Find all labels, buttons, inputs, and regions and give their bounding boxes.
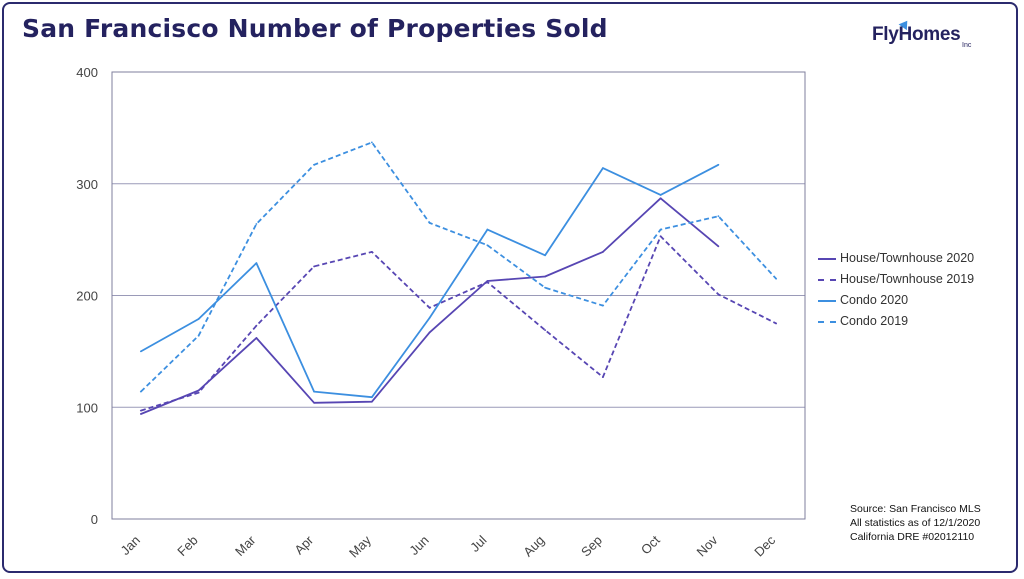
data-point bbox=[370, 251, 373, 253]
data-point bbox=[775, 322, 778, 325]
legend-item: Condo 2020 bbox=[818, 290, 974, 311]
data-point bbox=[197, 318, 200, 320]
legend-label: House/Townhouse 2019 bbox=[840, 272, 975, 286]
data-point bbox=[428, 306, 431, 309]
data-point bbox=[601, 251, 604, 253]
plot-area-border bbox=[111, 71, 806, 520]
data-point bbox=[197, 334, 200, 337]
data-point bbox=[486, 281, 489, 283]
data-point bbox=[428, 331, 431, 334]
data-point bbox=[601, 167, 604, 170]
source-line: Source: San Francisco MLS bbox=[850, 503, 981, 515]
data-point bbox=[313, 163, 316, 166]
legend-swatch bbox=[818, 258, 836, 260]
data-point bbox=[255, 324, 258, 327]
data-point bbox=[428, 316, 431, 319]
y-tick-label: 400 bbox=[76, 65, 98, 80]
series-path bbox=[140, 235, 777, 412]
series-line bbox=[139, 141, 778, 393]
chart-frame bbox=[2, 2, 1018, 573]
data-point bbox=[717, 293, 720, 296]
data-point bbox=[659, 197, 662, 200]
series-path bbox=[140, 164, 719, 399]
legend-label: Condo 2019 bbox=[840, 314, 909, 328]
brand-suffix: Inc bbox=[962, 42, 972, 49]
legend-label: Condo 2020 bbox=[840, 293, 909, 307]
data-point bbox=[139, 350, 142, 353]
series-line bbox=[139, 163, 720, 399]
data-point bbox=[544, 275, 547, 278]
y-tick-label: 0 bbox=[91, 512, 98, 527]
data-point bbox=[197, 389, 200, 392]
chart-legend: House/Townhouse 2020 House/Townhouse 2019… bbox=[818, 248, 974, 332]
data-point bbox=[775, 277, 778, 280]
brand-logo: FlyHomes Inc bbox=[872, 17, 982, 50]
x-tick-label: Oct bbox=[638, 532, 663, 557]
data-point bbox=[544, 286, 547, 289]
x-tick-label: Jun bbox=[406, 533, 431, 558]
y-tick-label: 100 bbox=[76, 400, 98, 415]
data-point bbox=[544, 254, 547, 257]
data-point bbox=[139, 409, 142, 412]
legend-item: House/Townhouse 2019 bbox=[818, 269, 974, 290]
legend-item: Condo 2019 bbox=[818, 311, 974, 332]
x-tick-label: May bbox=[346, 532, 374, 560]
x-tick-label: Apr bbox=[291, 532, 316, 557]
data-point bbox=[659, 194, 662, 196]
x-tick-label: Dec bbox=[751, 532, 778, 559]
data-point bbox=[428, 221, 431, 224]
source-line: All statistics as of 12/1/2020 bbox=[850, 517, 981, 529]
data-point bbox=[544, 329, 547, 332]
x-tick-label: Mar bbox=[232, 532, 259, 559]
data-point bbox=[139, 413, 142, 415]
data-point bbox=[197, 391, 200, 394]
data-point bbox=[370, 400, 373, 403]
data-point bbox=[601, 376, 604, 378]
legend-swatch bbox=[818, 300, 836, 302]
data-point bbox=[659, 228, 662, 231]
source-note: Source: San Francisco MLS All statistics… bbox=[850, 502, 981, 544]
x-tick-label: Jan bbox=[118, 533, 143, 558]
data-point bbox=[370, 396, 373, 399]
series-line bbox=[139, 197, 720, 415]
data-point bbox=[717, 215, 720, 218]
data-point bbox=[313, 401, 316, 404]
series-path bbox=[140, 141, 777, 393]
data-point bbox=[659, 235, 662, 238]
y-tick-label: 200 bbox=[76, 289, 98, 304]
chart-series bbox=[139, 141, 778, 415]
legend-swatch bbox=[818, 321, 836, 323]
x-tick-label: Aug bbox=[520, 533, 547, 560]
legend-swatch bbox=[818, 279, 836, 281]
data-point bbox=[255, 337, 258, 339]
chart-title: San Francisco Number of Properties Sold bbox=[22, 14, 608, 43]
y-tick-label: 300 bbox=[76, 177, 98, 192]
data-point bbox=[717, 163, 720, 166]
data-point bbox=[486, 244, 489, 247]
data-point bbox=[313, 390, 316, 393]
x-tick-label: Sep bbox=[578, 533, 605, 560]
brand-name: FlyHomes bbox=[872, 24, 961, 45]
x-tick-label: Feb bbox=[174, 533, 200, 559]
data-point bbox=[486, 228, 489, 231]
data-point bbox=[601, 304, 604, 307]
series-line bbox=[139, 235, 778, 412]
legend-label: House/Townhouse 2020 bbox=[840, 251, 975, 265]
chart-ticks: 0 100 200 300 400 Jan Feb Mar Apr May Jun Jul Aug Sep… bbox=[76, 65, 778, 560]
chart-grid bbox=[111, 71, 806, 520]
data-point bbox=[255, 223, 258, 225]
legend-item: House/Townhouse 2020 bbox=[818, 248, 974, 269]
source-line: California DRE #02012110 bbox=[850, 531, 975, 543]
data-point bbox=[717, 245, 720, 248]
data-point bbox=[139, 390, 142, 393]
x-tick-label: Jul bbox=[467, 532, 489, 554]
data-point bbox=[370, 141, 373, 144]
data-point bbox=[313, 265, 316, 268]
data-point bbox=[255, 262, 258, 264]
x-tick-label: Nov bbox=[694, 532, 721, 559]
